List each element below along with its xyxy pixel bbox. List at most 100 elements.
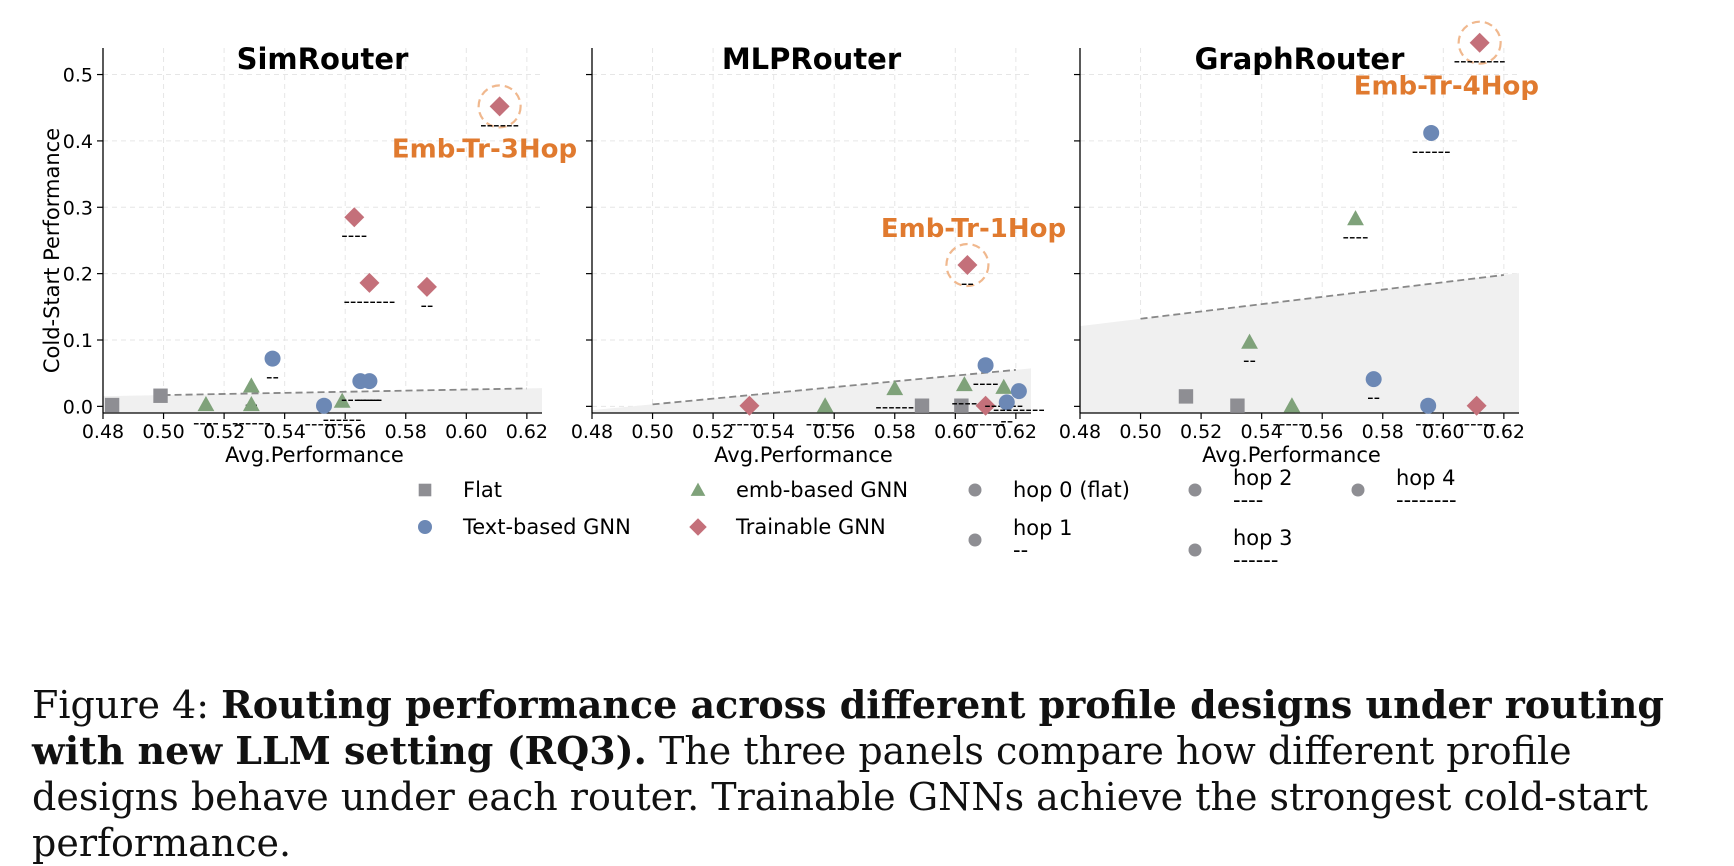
legend-dash: ------ <box>1233 548 1278 572</box>
annotation-label: Emb-Tr-3Hop <box>392 135 577 165</box>
hop-dash-label: ------ <box>1272 414 1311 435</box>
data-point <box>242 395 260 412</box>
x-tick-label: 0.60 <box>1422 421 1464 443</box>
x-axis-label: Avg.Performance <box>225 443 404 467</box>
data-point <box>264 350 281 367</box>
legend-label: emb-based GNN <box>736 478 908 502</box>
data-point <box>316 397 333 414</box>
x-tick-label: 0.62 <box>995 421 1037 443</box>
legend-label: hop 3 <box>1233 526 1293 550</box>
legend-label: Text-based GNN <box>462 515 631 539</box>
data-point <box>361 373 378 390</box>
panel-title: MLPRouter <box>722 42 902 76</box>
x-tick-label: 0.48 <box>571 421 613 443</box>
legend: Flat emb-based GNN Text-based GNN Trainable… <box>418 466 1457 572</box>
data-point <box>954 398 969 413</box>
legend-marker <box>1188 483 1202 497</box>
panel-graphrouter: 0.48 0.50 0.52 0.54 0.56 0.58 0.60 0.62 GraphRou… <box>1059 20 1539 467</box>
hop-dash-label: ------ <box>232 412 271 433</box>
hop-dash-label: ---- <box>356 389 382 410</box>
data-point <box>1010 383 1027 400</box>
legend-item-flat: Flat <box>418 478 502 502</box>
hop-dash-label: ------ <box>480 114 519 135</box>
legend-item-emb-based-gnn: emb-based GNN <box>690 478 908 502</box>
hop-dash-label: -------- <box>343 291 395 312</box>
y-tick-label: 0.3 <box>63 197 93 219</box>
legend-label: Trainable GNN <box>735 515 886 539</box>
x-axis-label: Avg.Performance <box>1202 443 1381 467</box>
x-tick-label: 0.50 <box>631 421 673 443</box>
hop-dash-label: ------ <box>875 396 914 417</box>
data-point <box>359 272 380 293</box>
x-tick-label: 0.56 <box>1301 421 1343 443</box>
x-tick-label: 0.58 <box>874 421 916 443</box>
data-point <box>914 398 930 413</box>
data-point <box>1241 333 1258 349</box>
hop-dash-label: ------ <box>806 414 845 435</box>
hop-dash-label: ---- <box>1343 227 1369 248</box>
hop-dash-label: ------ <box>966 414 1005 435</box>
data-point <box>1230 398 1245 413</box>
x-tick-label: 0.48 <box>1059 421 1101 443</box>
data-point <box>1347 210 1364 226</box>
data-point <box>739 395 760 416</box>
hop-dash-label: ------ <box>730 414 769 435</box>
hop-dash-label: ------ <box>305 414 344 435</box>
highlight-ring <box>1457 20 1502 65</box>
data-point <box>977 357 994 374</box>
x-tick-label: 0.56 <box>813 421 855 443</box>
legend-item-hop-0: hop 0 (flat) <box>968 478 1130 502</box>
x-tick-label: 0.52 <box>692 421 734 443</box>
legend-dash: ---- <box>1233 488 1263 512</box>
x-tick-label: 0.60 <box>445 421 487 443</box>
legend-item-trainable-gnn: Trainable GNN <box>689 515 886 539</box>
hop-dash-label: -- <box>266 367 279 388</box>
legend-label: hop 1 <box>1013 516 1073 540</box>
data-point <box>1469 32 1490 53</box>
figure-caption: Figure 4: Routing performance across dif… <box>32 682 1722 866</box>
hop-dash-label: -------- <box>993 399 1045 420</box>
data-point <box>416 276 437 297</box>
data-point <box>1283 397 1301 413</box>
x-tick-label: 0.50 <box>142 421 184 443</box>
hop-dash-label: ---- <box>193 412 219 433</box>
hop-dash-label: -- <box>1000 410 1013 431</box>
data-point <box>1365 371 1382 388</box>
data-point <box>886 380 904 396</box>
legend-label: hop 2 <box>1233 466 1293 490</box>
data-point <box>955 376 973 392</box>
hop-dash-label: ------ <box>323 409 362 430</box>
data-point <box>816 397 834 413</box>
legend-label: Flat <box>463 478 502 502</box>
baseline-trend-line <box>1140 274 1504 320</box>
data-point <box>1420 397 1437 414</box>
hop-dash-label: -- <box>961 273 974 294</box>
data-point <box>1178 389 1194 404</box>
data-point <box>344 207 365 228</box>
hop-dash-label: ---- <box>1415 414 1441 435</box>
data-point <box>333 392 351 408</box>
highlight-ring <box>477 84 522 129</box>
x-tick-label: 0.54 <box>1240 421 1282 443</box>
x-tick-label: 0.52 <box>1180 421 1222 443</box>
highlight-ring <box>945 242 990 288</box>
annotation-label: Emb-Tr-4Hop <box>1354 71 1539 101</box>
data-point <box>975 395 996 416</box>
legend-item-text-based-gnn: Text-based GNN <box>418 515 631 539</box>
hop-dash-label: ---- <box>973 373 999 394</box>
x-tick-label: 0.52 <box>203 421 245 443</box>
y-axis-label: Cold-Start Performance <box>40 128 64 373</box>
x-tick-label: 0.62 <box>506 421 548 443</box>
baseline-trend-line <box>163 387 527 396</box>
legend-item-hop-4: hop 4-------- <box>1351 466 1457 512</box>
legend-item-hop-2: hop 2---- <box>1188 466 1293 512</box>
legend-item-hop-1: hop 1-- <box>968 516 1073 562</box>
y-tick-label: 0.4 <box>63 131 93 153</box>
y-tick-label: 0.5 <box>63 65 93 87</box>
legend-marker <box>689 518 707 536</box>
legend-marker <box>1188 543 1202 557</box>
y-tick-label: 0.0 <box>63 396 93 418</box>
data-point <box>197 395 215 412</box>
data-point <box>1466 395 1487 416</box>
data-point <box>153 388 168 403</box>
